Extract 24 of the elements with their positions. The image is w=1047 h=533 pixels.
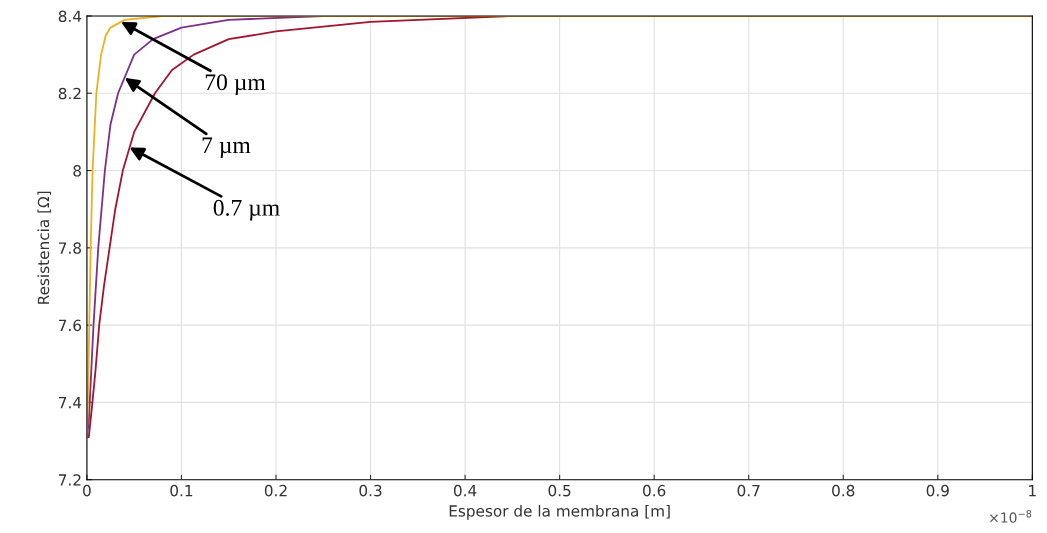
- x-tick-label: 0.7: [737, 484, 760, 497]
- annotation: 7 µm: [202, 137, 251, 158]
- y-tick-label: 8.2: [58, 87, 81, 100]
- x-tick-label: 0: [83, 484, 91, 497]
- x-tick-label: 0.8: [832, 484, 855, 497]
- y-tick-label: 7.8: [59, 242, 81, 254]
- text: ×10$^{−8}$: [990, 510, 1032, 523]
- x-tick-label: 0.9: [926, 484, 949, 497]
- annotation: 0.7 µm: [213, 199, 280, 221]
- y-tick-label: 7.4: [59, 397, 82, 409]
- x-tick-label: 0.2: [264, 484, 287, 497]
- y-tick-label: 7.6: [59, 319, 82, 332]
- x-axis-title: Espesor de la membrana [m]: [449, 504, 670, 520]
- y-tick-label: 8.4: [58, 10, 82, 23]
- y-tick-label: 8: [73, 165, 81, 177]
- annotation: 70 µm: [205, 74, 266, 95]
- y-tick-label: 7.2: [59, 474, 81, 486]
- x-tick-label: 1: [1029, 485, 1036, 497]
- x-tick-label: 0.4: [453, 484, 477, 497]
- x-tick-label: 0.5: [548, 484, 571, 497]
- x-tick-label: 0.6: [643, 484, 666, 497]
- y-axis-title: Resistencia [Ω]: [37, 191, 52, 304]
- x-tick-label: 0.3: [359, 484, 382, 497]
- x-tick-label: 0.1: [170, 484, 193, 497]
